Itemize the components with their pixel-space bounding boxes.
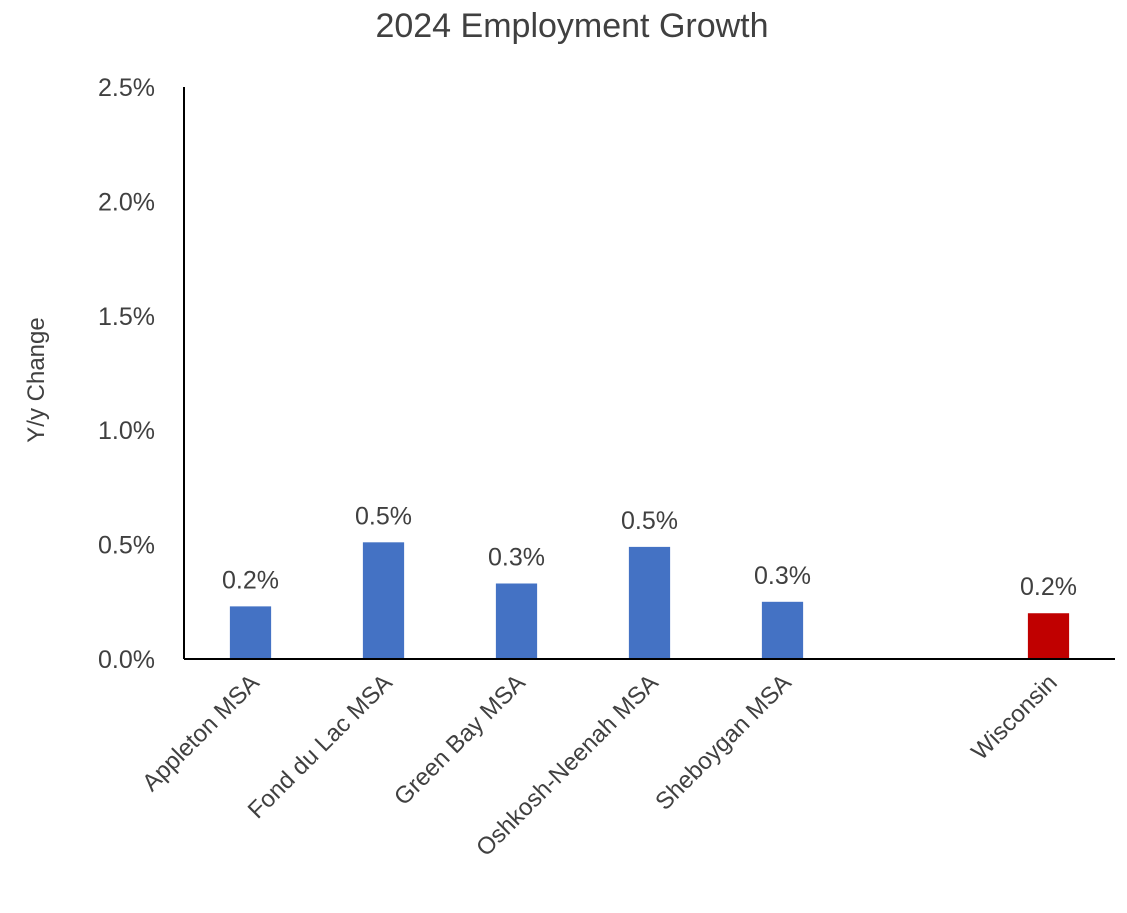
category-label: Fond du Lac MSA	[243, 669, 398, 824]
bar	[362, 542, 405, 659]
y-tick-label: 2.5%	[98, 74, 155, 102]
category-label: Wisconsin	[966, 669, 1062, 765]
y-tick-label: 1.5%	[98, 303, 155, 331]
bar	[628, 546, 671, 659]
data-labels: 0.2% 0.5% 0.3% 0.5% 0.3% 0.2%	[222, 502, 1077, 601]
bar	[761, 601, 804, 659]
category-label: Sheboygan MSA	[650, 669, 796, 815]
y-tick-label: 1.0%	[98, 417, 155, 445]
bars	[229, 542, 1070, 659]
data-label: 0.5%	[621, 507, 678, 535]
y-axis-label: Y/y Change	[23, 317, 50, 442]
data-label: 0.3%	[488, 543, 545, 571]
data-label: 0.2%	[222, 566, 279, 594]
category-label: Appleton MSA	[137, 669, 265, 797]
bar	[1027, 613, 1070, 659]
y-tick-label: 0.5%	[98, 532, 155, 560]
y-tick-labels: 0.0% 0.5% 1.0% 1.5% 2.0% 2.5%	[98, 74, 155, 674]
chart-title: 2024 Employment Growth	[375, 7, 768, 45]
bar	[229, 606, 272, 659]
data-label: 0.3%	[754, 562, 811, 590]
y-tick-label: 2.0%	[98, 188, 155, 216]
bar	[495, 583, 538, 659]
category-label: Green Bay MSA	[389, 669, 531, 811]
data-label: 0.5%	[355, 502, 412, 530]
y-tick-label: 0.0%	[98, 646, 155, 674]
data-label: 0.2%	[1020, 573, 1077, 601]
